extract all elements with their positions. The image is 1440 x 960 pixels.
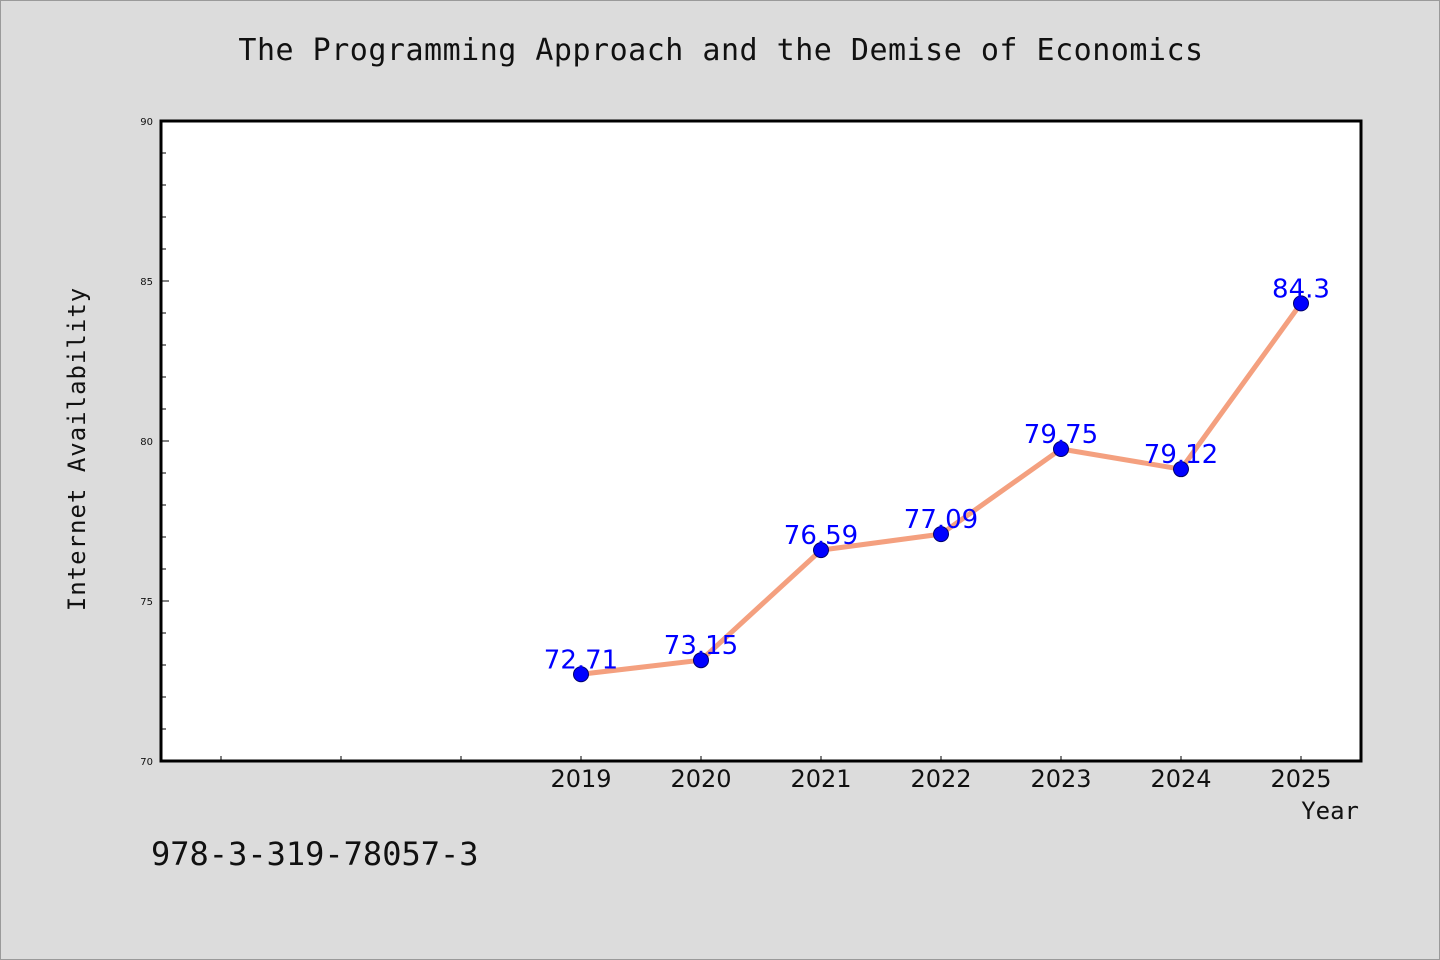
x-tick-label: 2023 <box>1030 765 1091 793</box>
axes-group: 70 75 80 85 90 2019 2020 2021 2022 2023 2024 2025 <box>140 117 1331 793</box>
x-tick-label: 2025 <box>1270 765 1331 793</box>
x-tick-label: 2021 <box>790 765 851 793</box>
data-label: 79.12 <box>1144 440 1218 470</box>
data-label: 77.09 <box>904 505 978 535</box>
plot-area <box>159 119 1363 763</box>
isbn-text: 978-3-319-78057-3 <box>151 835 479 873</box>
series-group: 72.71 73.15 76.59 77.09 79.75 79.12 84.3 <box>544 274 1330 683</box>
data-label: 76.59 <box>784 521 858 551</box>
y-tick-label: 85 <box>140 277 153 288</box>
y-tick-label: 70 <box>140 757 153 768</box>
data-label: 79.75 <box>1024 420 1098 450</box>
data-label: 72.71 <box>544 645 618 675</box>
x-tick-label: 2022 <box>910 765 971 793</box>
data-point-marker <box>1053 441 1069 457</box>
y-tick-label: 90 <box>140 117 153 128</box>
x-axis-label: Year <box>1301 797 1359 825</box>
x-tick-label: 2020 <box>670 765 731 793</box>
chart-title: The Programming Approach and the Demise … <box>238 33 1204 68</box>
x-tick-label: 2024 <box>1150 765 1211 793</box>
data-point-marker <box>933 526 949 543</box>
data-point-marker <box>693 652 709 669</box>
y-tick-label: 80 <box>140 437 153 448</box>
x-tick-label: 2019 <box>550 765 611 793</box>
data-point-marker <box>573 666 589 683</box>
y-tick-label: 75 <box>140 597 153 608</box>
data-label: 84.3 <box>1272 274 1330 304</box>
data-label: 73.15 <box>664 631 738 661</box>
data-point-marker <box>813 542 829 559</box>
data-point-marker <box>1173 461 1189 478</box>
data-point-marker <box>1293 295 1309 312</box>
